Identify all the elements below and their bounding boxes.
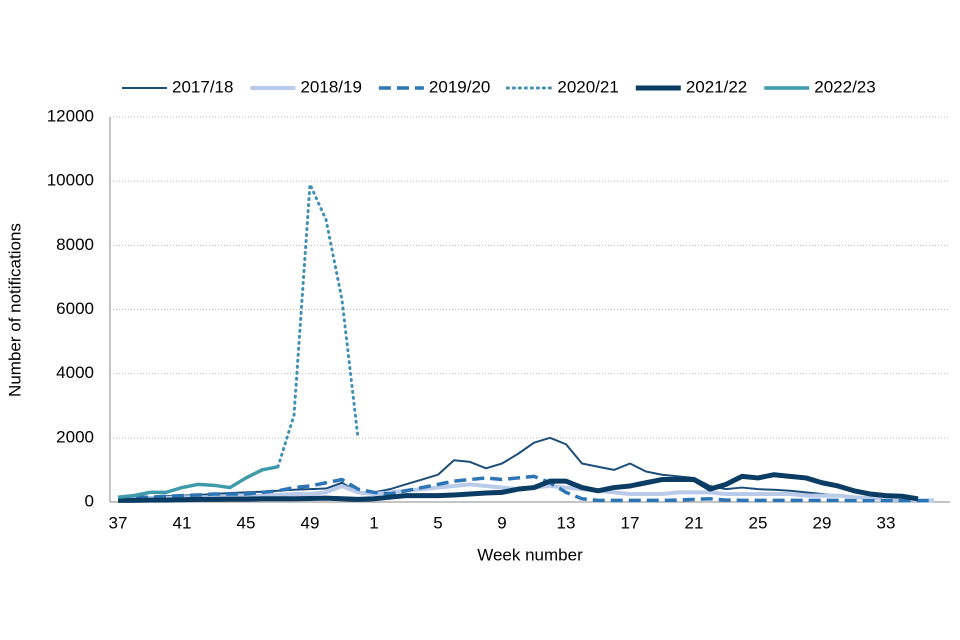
legend-label: 2019/20 bbox=[429, 77, 490, 96]
y-tick-label: 0 bbox=[85, 491, 94, 510]
series-line bbox=[117, 464, 279, 499]
x-tick-label: 41 bbox=[173, 513, 192, 532]
y-tick-label: 12000 bbox=[47, 106, 94, 125]
x-tick-label: 21 bbox=[685, 513, 704, 532]
x-tick-label: 25 bbox=[749, 513, 768, 532]
legend-label: 2018/19 bbox=[300, 77, 361, 96]
x-tick-label: 1 bbox=[369, 513, 378, 532]
legend-label: 2020/21 bbox=[557, 77, 618, 96]
series-line bbox=[117, 436, 935, 502]
y-tick-label: 8000 bbox=[56, 235, 94, 254]
x-tick-label: 29 bbox=[813, 513, 832, 532]
series-line bbox=[276, 182, 360, 469]
y-tick-label: 2000 bbox=[56, 427, 94, 446]
x-tick-label: 37 bbox=[109, 513, 128, 532]
legend-label: 2021/22 bbox=[686, 77, 747, 96]
x-tick-label: 17 bbox=[621, 513, 640, 532]
x-tick-label: 49 bbox=[301, 513, 320, 532]
y-axis-title: Number of notifications bbox=[5, 223, 24, 397]
x-tick-label: 45 bbox=[237, 513, 256, 532]
legend-label: 2022/23 bbox=[814, 77, 875, 96]
legend-label: 2017/18 bbox=[172, 77, 233, 96]
y-tick-label: 4000 bbox=[56, 363, 94, 382]
x-tick-label: 5 bbox=[433, 513, 442, 532]
series-line bbox=[118, 472, 919, 503]
x-tick-label: 13 bbox=[557, 513, 576, 532]
x-tick-label: 9 bbox=[497, 513, 506, 532]
y-tick-label: 6000 bbox=[56, 299, 94, 318]
y-tick-label: 10000 bbox=[47, 171, 94, 190]
x-axis-title: Week number bbox=[477, 545, 583, 564]
x-tick-label: 33 bbox=[877, 513, 896, 532]
series-line bbox=[118, 474, 934, 503]
